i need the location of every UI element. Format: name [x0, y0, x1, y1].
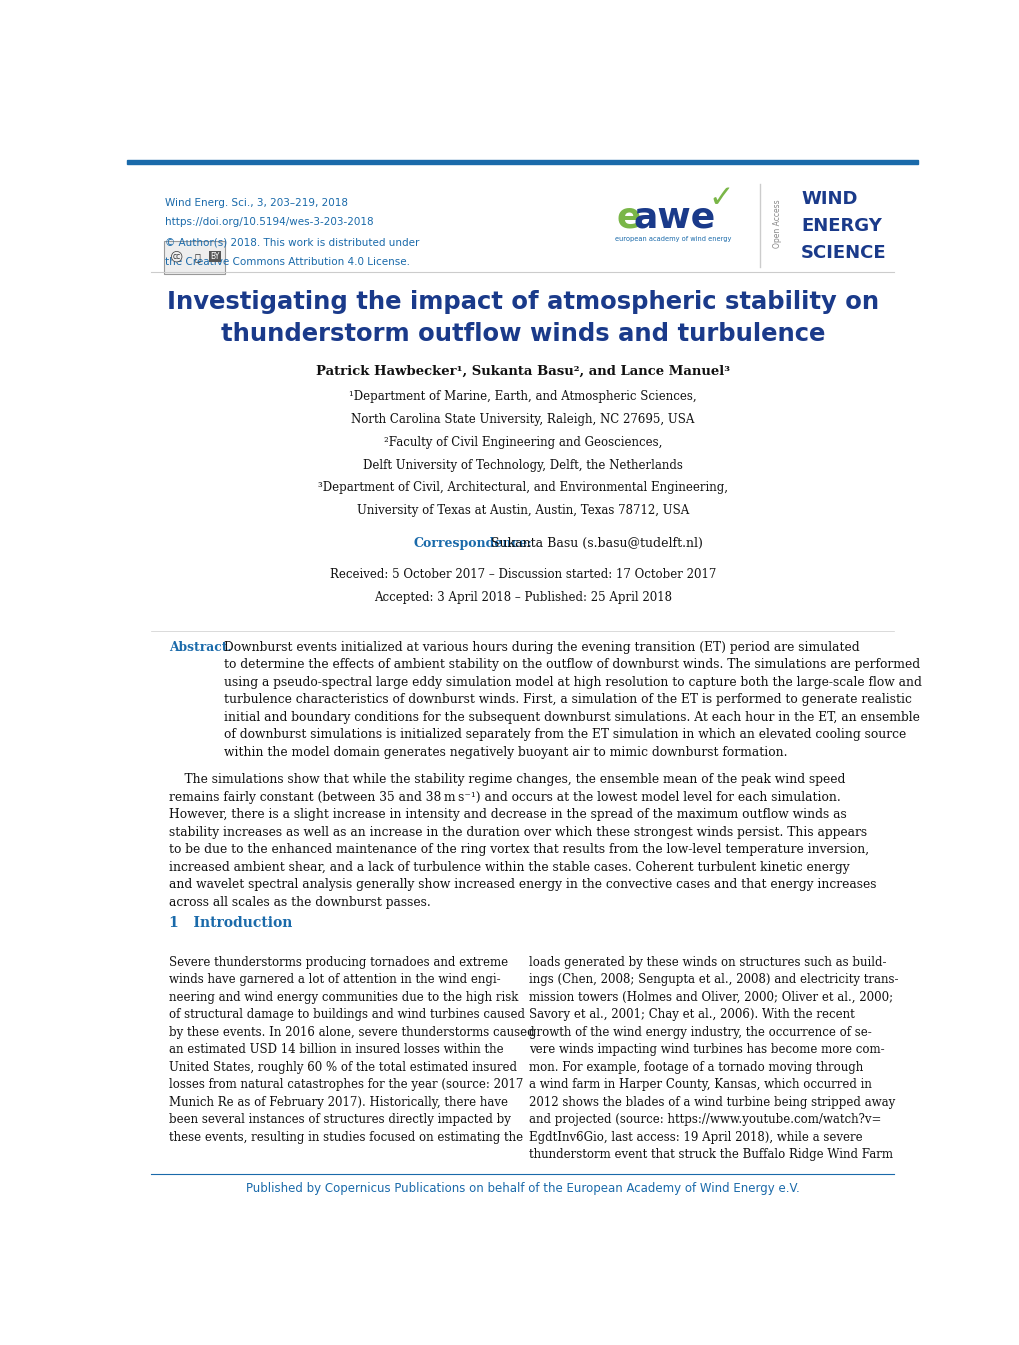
Text: e: e — [615, 200, 640, 235]
Text: cc: cc — [172, 252, 180, 261]
Text: Sukanta Basu (s.basu@tudelft.nl): Sukanta Basu (s.basu@tudelft.nl) — [487, 538, 702, 550]
Text: Wind Energ. Sci., 3, 203–219, 2018: Wind Energ. Sci., 3, 203–219, 2018 — [165, 198, 348, 207]
Text: ²Faculty of Civil Engineering and Geosciences,: ²Faculty of Civil Engineering and Geosci… — [383, 436, 661, 449]
Bar — [127, 160, 917, 164]
Text: Investigating the impact of atmospheric stability on: Investigating the impact of atmospheric … — [166, 289, 878, 313]
Text: ✓: ✓ — [708, 184, 734, 214]
Text: awe: awe — [633, 200, 715, 235]
Text: Accepted: 3 April 2018 – Published: 25 April 2018: Accepted: 3 April 2018 – Published: 25 A… — [373, 592, 672, 604]
Text: BY: BY — [210, 252, 220, 261]
Text: Delft University of Technology, Delft, the Netherlands: Delft University of Technology, Delft, t… — [363, 459, 682, 472]
Text: https://doi.org/10.5194/wes-3-203-2018: https://doi.org/10.5194/wes-3-203-2018 — [165, 218, 374, 227]
Text: ENERGY: ENERGY — [800, 218, 881, 235]
Text: North Carolina State University, Raleigh, NC 27695, USA: North Carolina State University, Raleigh… — [351, 413, 694, 426]
Text: SCIENCE: SCIENCE — [800, 245, 886, 262]
Text: University of Texas at Austin, Austin, Texas 78712, USA: University of Texas at Austin, Austin, T… — [357, 504, 688, 518]
Text: Received: 5 October 2017 – Discussion started: 17 October 2017: Received: 5 October 2017 – Discussion st… — [329, 569, 715, 581]
Text: © Author(s) 2018. This work is distributed under: © Author(s) 2018. This work is distribut… — [165, 237, 420, 247]
Text: Abstract.: Abstract. — [168, 642, 231, 654]
Text: The simulations show that while the stability regime changes, the ensemble mean : The simulations show that while the stab… — [168, 773, 875, 909]
Text: ¹Department of Marine, Earth, and Atmospheric Sciences,: ¹Department of Marine, Earth, and Atmosp… — [348, 390, 696, 403]
Text: ³Department of Civil, Architectural, and Environmental Engineering,: ³Department of Civil, Architectural, and… — [318, 482, 727, 495]
Text: the Creative Commons Attribution 4.0 License.: the Creative Commons Attribution 4.0 Lic… — [165, 257, 410, 266]
Text: Correspondence:: Correspondence: — [414, 538, 532, 550]
Text: Severe thunderstorms producing tornadoes and extreme
winds have garnered a lot o: Severe thunderstorms producing tornadoes… — [168, 956, 534, 1143]
Text: european academy of wind energy: european academy of wind energy — [614, 235, 731, 242]
Text: loads generated by these winds on structures such as build-
ings (Chen, 2008; Se: loads generated by these winds on struct… — [529, 956, 898, 1161]
Text: 1   Introduction: 1 Introduction — [168, 916, 291, 931]
Text: Downburst events initialized at various hours during the evening transition (ET): Downburst events initialized at various … — [224, 642, 921, 759]
Text: Patrick Hawbecker¹, Sukanta Basu², and Lance Manuel³: Patrick Hawbecker¹, Sukanta Basu², and L… — [316, 364, 729, 378]
Text: Published by Copernicus Publications on behalf of the European Academy of Wind E: Published by Copernicus Publications on … — [246, 1181, 799, 1194]
Text: Ⓡ: Ⓡ — [195, 252, 201, 262]
FancyBboxPatch shape — [164, 241, 224, 274]
Text: WIND: WIND — [800, 191, 857, 208]
Text: thunderstorm outflow winds and turbulence: thunderstorm outflow winds and turbulenc… — [220, 321, 824, 346]
Text: Open Access: Open Access — [772, 199, 781, 247]
